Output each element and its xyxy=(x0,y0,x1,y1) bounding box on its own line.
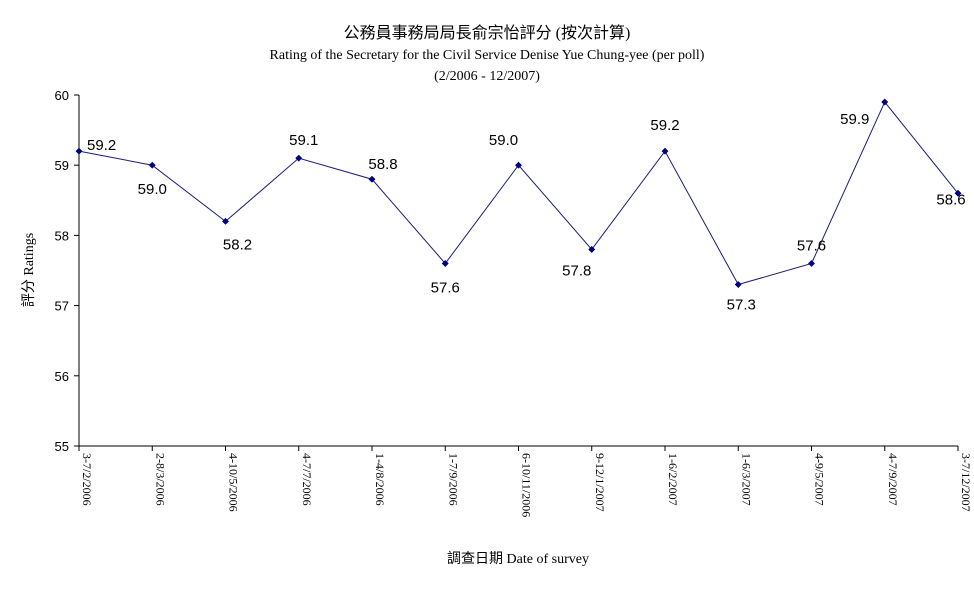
y-axis-label: 評分 Ratings xyxy=(21,233,37,307)
x-tick-label: 3-7/2/2006 xyxy=(80,453,94,506)
x-tick-label: 2-8/3/2006 xyxy=(153,453,167,506)
x-tick-label: 4-7/9/2007 xyxy=(886,453,900,506)
data-label: 59.1 xyxy=(289,132,318,149)
y-tick-label: 56 xyxy=(55,369,69,384)
data-point xyxy=(807,259,816,268)
data-label: 58.6 xyxy=(936,191,965,208)
data-point xyxy=(588,245,596,253)
x-tick-label: 4-9/5/2007 xyxy=(813,453,827,506)
x-tick-label: 3-7/12/2007 xyxy=(959,453,973,512)
data-point xyxy=(734,280,742,289)
data-label: 58.2 xyxy=(223,236,252,253)
y-tick-label: 58 xyxy=(55,228,69,243)
y-tick-label: 57 xyxy=(55,299,69,314)
data-point xyxy=(441,259,449,268)
data-point xyxy=(75,147,83,155)
y-tick-label: 60 xyxy=(55,88,69,103)
data-label: 57.6 xyxy=(797,237,826,254)
data-point xyxy=(954,189,962,197)
data-point xyxy=(148,161,156,169)
chart-title: 公務員事務局局長俞宗怡評分 (按次計算) xyxy=(344,23,631,42)
chart-subtitle: Rating of the Secretary for the Civil Se… xyxy=(270,48,705,63)
data-label: 59.2 xyxy=(87,137,116,154)
data-label: 57.8 xyxy=(562,262,591,279)
data-point xyxy=(295,154,303,162)
x-tick-label: 1-6/2/2007 xyxy=(666,453,680,506)
series-ratings: 59.2 59.0 58.2 59.1 58.8 57.6 59.0 57.8 59.2 57.3… xyxy=(75,98,966,314)
data-label: 59.0 xyxy=(489,132,518,149)
data-point xyxy=(881,98,889,106)
data-label: 58.8 xyxy=(368,156,397,173)
data-point xyxy=(661,147,669,155)
chart-date-range: (2/2006 - 12/2007) xyxy=(434,69,540,84)
data-point xyxy=(514,161,523,169)
x-tick-label: 6-10/11/2006 xyxy=(520,453,534,517)
data-label: 57.6 xyxy=(431,279,460,296)
x-tick-label: 1-4/8/2006 xyxy=(373,453,387,506)
x-tick-label: 1-7/9/2006 xyxy=(446,453,460,506)
y-tick-label: 59 xyxy=(55,158,69,173)
data-label: 59.9 xyxy=(840,111,869,128)
x-tick-label: 4-7/7/2006 xyxy=(300,453,314,506)
data-point xyxy=(221,217,230,225)
data-point xyxy=(368,175,376,183)
series-line xyxy=(78,101,959,286)
x-tick-label: 9-12/1/2007 xyxy=(593,453,607,512)
y-tick-label: 55 xyxy=(55,439,69,454)
x-tick-label: 4-10/5/2006 xyxy=(227,453,241,512)
axes: 55 56 57 58 59 60 3-7/2/2006 2-8/3/2006 4-10/5/2… xyxy=(55,88,973,517)
data-label: 59.0 xyxy=(138,181,167,198)
data-label: 59.2 xyxy=(650,117,679,134)
data-label: 57.3 xyxy=(727,297,756,314)
x-axis-label: 調查日期 Date of survey xyxy=(447,551,589,567)
x-tick-label: 1-6/3/2007 xyxy=(739,453,753,506)
